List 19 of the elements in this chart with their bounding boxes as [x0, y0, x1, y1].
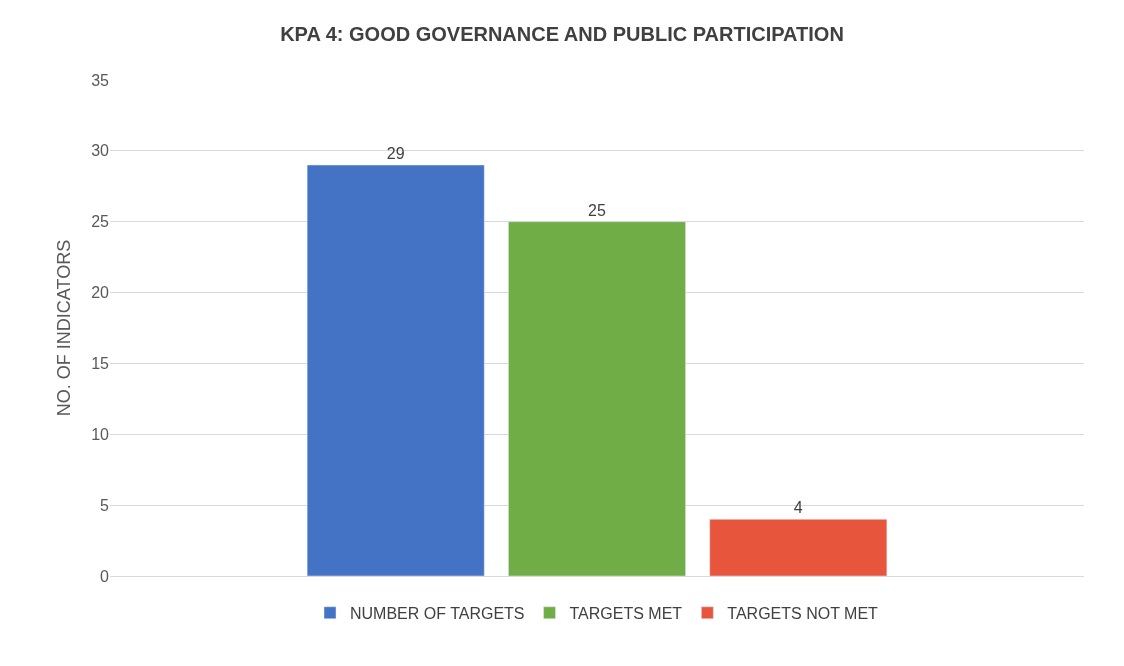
bar — [709, 519, 888, 576]
y-tick-label: 5 — [100, 496, 110, 514]
legend-label: TARGETS MET — [569, 604, 683, 622]
y-tick-label: 35 — [91, 71, 110, 89]
y-axis-title: NO. OF INDICATORS — [54, 239, 75, 417]
y-tick-label: 0 — [100, 567, 110, 585]
y-tick-label: 30 — [91, 142, 110, 160]
y-tick-label: 10 — [91, 425, 110, 443]
bar — [306, 164, 485, 576]
bar — [508, 221, 686, 576]
data-label: 29 — [386, 145, 405, 163]
legend-label: TARGETS NOT MET — [727, 604, 879, 622]
data-label: 25 — [588, 201, 606, 219]
legend-label: NUMBER OF TARGETS — [350, 604, 525, 622]
data-label: 4 — [793, 499, 803, 517]
y-tick-label: 15 — [91, 355, 110, 373]
y-tick-label: 25 — [91, 213, 110, 231]
y-tick-label: 20 — [91, 284, 110, 302]
chart-title: KPA 4: GOOD GOVERNANCE AND PUBLIC PARTICIPATION — [280, 22, 844, 45]
